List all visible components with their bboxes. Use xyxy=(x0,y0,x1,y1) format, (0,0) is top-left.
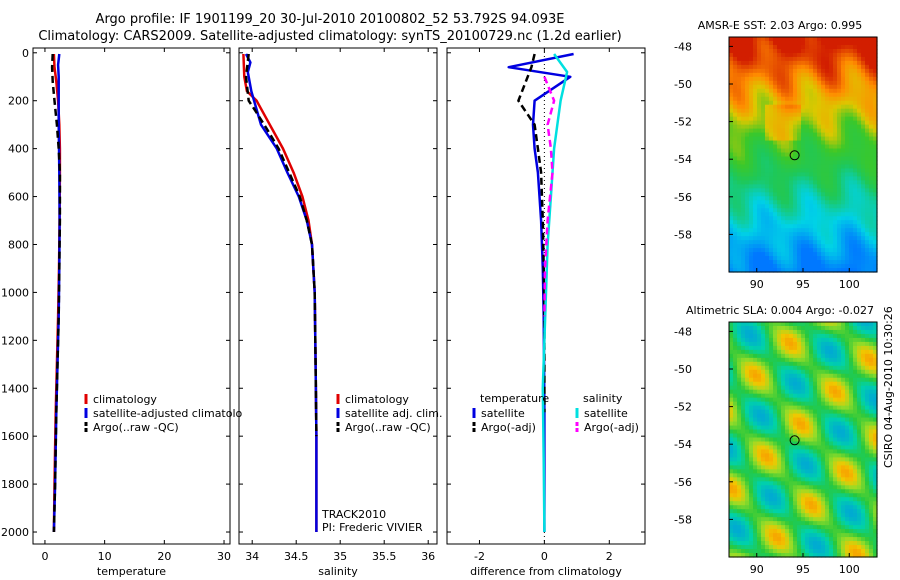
temperature-xtick-label: 10 xyxy=(98,550,112,563)
salinity-xtick-label: 36 xyxy=(421,550,435,563)
side-note: CSIRO 04-Aug-2010 10:30:26 xyxy=(882,306,895,468)
diff-legend-label: satellite xyxy=(584,407,628,420)
difference-series-salinity-satellite xyxy=(541,53,569,533)
temperature-legend-label: climatology xyxy=(93,393,157,406)
diff-legend-temperature-header: temperature xyxy=(480,392,549,405)
salinity-xtick-label: 34.5 xyxy=(284,550,309,563)
difference-series-temperature-argo--adj- xyxy=(517,53,546,413)
ytick-label: 1600 xyxy=(1,430,29,443)
sla_map-xtick-label: 90 xyxy=(750,563,764,576)
sst_map-xtick-label: 100 xyxy=(839,278,860,291)
salinity-xtick-label: 34 xyxy=(245,550,259,563)
ytick-label: 1000 xyxy=(1,286,29,299)
ytick-label: 0 xyxy=(22,47,29,60)
diff-legend-label: Argo(-adj) xyxy=(481,421,536,434)
difference-xtick-label: 2 xyxy=(606,550,613,563)
sst_map-ytick-label: -50 xyxy=(674,78,692,91)
sst_map-ytick-label: -56 xyxy=(674,191,692,204)
ytick-label: 2000 xyxy=(1,526,29,539)
salinity-legend-label: satellite adj. clim. xyxy=(345,407,442,420)
sst_map-ytick-label: -58 xyxy=(674,228,692,241)
sla_map-xtick-label: 100 xyxy=(839,563,860,576)
sst_map-ytick-label: -48 xyxy=(674,40,692,53)
sla_map-ytick-label: -58 xyxy=(674,513,692,526)
sla_map-ytick-label: -52 xyxy=(674,401,692,414)
sst_map-float-marker xyxy=(789,150,800,161)
sst_map-ytick-label: -52 xyxy=(674,116,692,129)
sla_map-xtick-label: 95 xyxy=(796,563,810,576)
sst_map-xtick-label: 95 xyxy=(796,278,810,291)
salinity-legend-label: climatology xyxy=(345,393,409,406)
pi-annotation: PI: Frederic VIVIER xyxy=(322,521,423,534)
difference-xtick-label: -2 xyxy=(474,550,485,563)
temperature-legend-label: satellite-adjusted climatolo xyxy=(93,407,243,420)
diff-legend-label: satellite xyxy=(481,407,525,420)
salinity-legend-label: Argo(..raw -QC) xyxy=(345,421,431,434)
sla_map-ytick-label: -56 xyxy=(674,476,692,489)
sla_map-float-marker xyxy=(789,435,800,446)
ytick-label: 800 xyxy=(8,238,29,251)
temperature-xlabel: temperature xyxy=(97,565,166,578)
difference-xtick-label: 0 xyxy=(541,550,548,563)
temperature-xtick-label: 30 xyxy=(217,550,231,563)
ytick-label: 1800 xyxy=(1,478,29,491)
salinity-axes xyxy=(238,47,438,545)
temperature-axes xyxy=(32,47,231,545)
diff-legend-salinity-header: salinity xyxy=(583,392,623,405)
temperature-legend-label: Argo(..raw -QC) xyxy=(93,421,179,434)
track-annotation: TRACK2010 xyxy=(321,508,386,521)
ytick-label: 1400 xyxy=(1,382,29,395)
sst-map-title: AMSR-E SST: 2.03 Argo: 0.995 xyxy=(697,19,863,32)
salinity-series-climatology xyxy=(242,53,318,532)
figure-title-line-2: Climatology: CARS2009. Satellite-adjuste… xyxy=(38,29,622,44)
difference-series-temperature-satellite xyxy=(507,52,574,532)
sla_map-ytick-label: -48 xyxy=(674,325,692,338)
temperature-series-satellite-adjusted-climatology xyxy=(52,53,61,533)
figure-title-line-1: Argo profile: IF 1901199_20 30-Jul-2010 … xyxy=(95,12,565,27)
difference-xlabel: difference from climatology xyxy=(470,565,622,578)
sla-map-title: Altimetric SLA: 0.004 Argo: -0.027 xyxy=(686,304,874,317)
salinity-xtick-label: 35.5 xyxy=(372,550,397,563)
temperature-xtick-label: 20 xyxy=(157,550,171,563)
salinity-series-argo---raw--qc- xyxy=(244,53,318,437)
sla_map-ytick-label: -50 xyxy=(674,363,692,376)
sst_map-raster xyxy=(729,37,878,273)
salinity-xtick-label: 35 xyxy=(333,550,347,563)
sst_map-xtick-label: 90 xyxy=(750,278,764,291)
sla_map-raster xyxy=(729,322,878,558)
sst_map-ytick-label: -54 xyxy=(674,153,692,166)
ytick-label: 1200 xyxy=(1,334,29,347)
temperature-xtick-label: 0 xyxy=(41,550,48,563)
salinity-series-satellite-adj--clim- xyxy=(244,53,318,532)
ytick-label: 200 xyxy=(8,95,29,108)
diff-legend-label: Argo(-adj) xyxy=(584,421,639,434)
ytick-label: 600 xyxy=(8,191,29,204)
ytick-label: 400 xyxy=(8,143,29,156)
difference-axes xyxy=(446,47,646,545)
salinity-xlabel: salinity xyxy=(318,565,358,578)
sla_map-ytick-label: -54 xyxy=(674,438,692,451)
